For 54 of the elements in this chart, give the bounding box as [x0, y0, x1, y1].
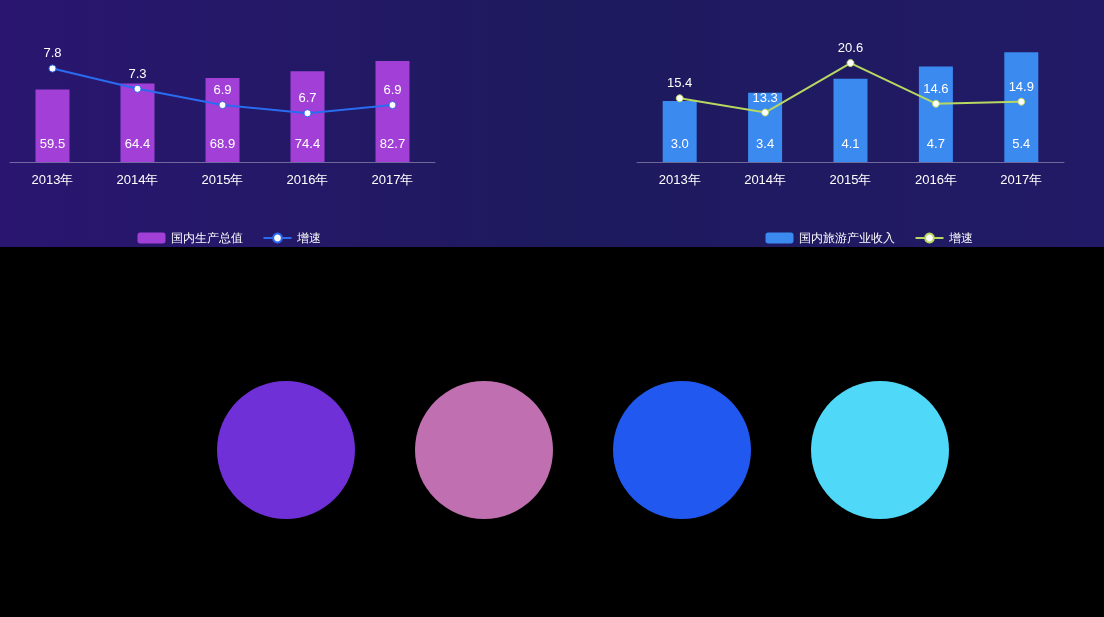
point [48, 64, 57, 73]
data-label: 7.8 [43, 45, 62, 61]
data-label: 3.4 [756, 136, 775, 151]
bar [1004, 52, 1039, 162]
data-label: 14.6 [923, 80, 949, 96]
x-tick-label: 2017年 [1000, 172, 1043, 187]
bar [290, 71, 325, 162]
x-tick-label: 2016年 [914, 172, 957, 187]
data-label: 6.7 [298, 90, 317, 106]
bar [375, 61, 410, 162]
bar [833, 78, 868, 162]
data-label: 6.9 [383, 82, 402, 98]
bar [748, 92, 783, 162]
legend-label: 增速 [947, 231, 973, 245]
point [761, 108, 770, 117]
point [931, 99, 940, 108]
x-tick-label: 2013年 [658, 172, 701, 187]
data-label: 82.7 [379, 136, 406, 151]
point [303, 109, 312, 118]
data-label: 68.9 [209, 136, 236, 151]
data-label: 4.1 [841, 136, 860, 151]
legend-label: 增速 [295, 231, 321, 245]
x-tick-label: 2014年 [744, 172, 787, 187]
data-label: 13.3 [752, 89, 778, 105]
bar [205, 77, 240, 162]
data-label: 14.9 [1008, 78, 1034, 94]
legend-label: 国内生产总值 [170, 231, 243, 245]
data-label: 7.3 [128, 65, 147, 81]
x-tick-label: 2015年 [829, 172, 872, 187]
data-label: 64.4 [124, 136, 151, 151]
bar [120, 83, 155, 162]
data-label: 59.5 [39, 136, 66, 151]
point [133, 84, 142, 93]
bar [662, 101, 697, 162]
point [1017, 97, 1026, 106]
bar [35, 89, 70, 162]
data-label: 5.4 [1012, 136, 1031, 151]
x-tick-label: 2013年 [31, 172, 74, 187]
point [846, 59, 855, 68]
point [675, 94, 684, 103]
x-tick-label: 2014年 [116, 172, 159, 187]
data-label: 15.4 [667, 75, 693, 91]
data-label: 3.0 [670, 136, 689, 151]
data-label: 74.4 [294, 136, 321, 151]
data-label: 6.9 [213, 82, 232, 98]
x-tick-label: 2016年 [286, 172, 329, 187]
x-tick-label: 2017年 [371, 172, 414, 187]
point [388, 101, 397, 110]
data-label: 4.7 [926, 136, 945, 151]
data-label: 20.6 [837, 40, 864, 56]
bar [918, 66, 953, 162]
point [218, 101, 227, 110]
legend-label: 国内旅游产业收入 [798, 231, 895, 245]
x-tick-label: 2015年 [201, 172, 244, 187]
